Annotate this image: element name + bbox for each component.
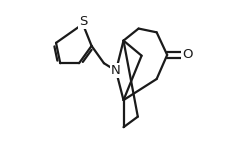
Text: O: O [182,48,193,61]
Text: S: S [79,15,87,28]
Text: N: N [111,64,121,77]
